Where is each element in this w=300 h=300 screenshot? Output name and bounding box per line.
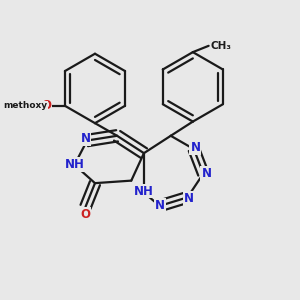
Text: NH: NH [64, 158, 84, 171]
Text: N: N [184, 192, 194, 206]
Text: N: N [80, 133, 91, 146]
Text: NH: NH [134, 184, 154, 197]
Text: methoxy: methoxy [3, 101, 47, 110]
Text: N: N [201, 167, 212, 180]
Text: N: N [155, 200, 165, 212]
Text: O: O [41, 99, 51, 112]
Text: CH₃: CH₃ [211, 41, 232, 51]
Text: N: N [190, 141, 200, 154]
Text: O: O [80, 208, 91, 221]
